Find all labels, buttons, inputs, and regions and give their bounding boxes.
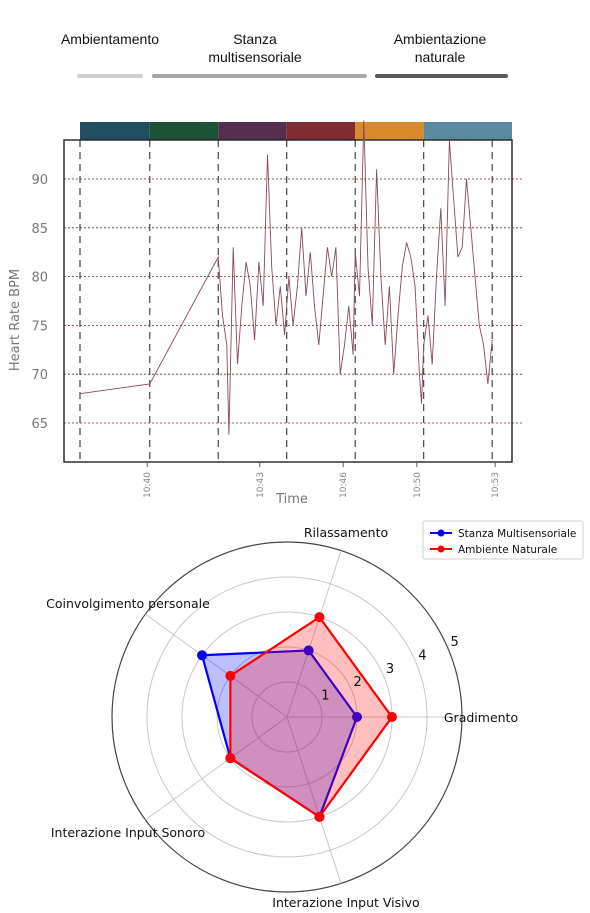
hr-x-axis-label: Time [275, 492, 308, 507]
phase-color-segment [149, 122, 219, 140]
radar-data-point [314, 811, 325, 822]
radar-series-polygon [200, 649, 359, 818]
hr-x-tick-label: 10:43 [256, 472, 266, 498]
radar-legend-marker [437, 529, 445, 537]
phase-color-segment [355, 122, 424, 140]
radar-series [197, 612, 397, 822]
radar-r-tick-label: 1 [321, 689, 329, 704]
radar-series-polygon [229, 616, 394, 818]
hr-x-ticks: 10:40 10:43 10:46 10:50 10:53 [143, 462, 501, 498]
phase-bar-naturale [375, 74, 508, 78]
hr-y-tick-label: 85 [31, 222, 48, 237]
phase-color-segment [286, 122, 356, 140]
hr-y-tick-label: 90 [31, 173, 48, 188]
radar-data-point [352, 712, 362, 722]
radar-r-tick-labels: 1 2 3 4 5 [321, 635, 459, 704]
hr-x-tick-label: 10:40 [143, 472, 153, 498]
radar-r-tick-label: 4 [418, 648, 426, 663]
hr-y-axis-label: Heart Rate BPM [8, 269, 23, 371]
plot-frame [63, 139, 513, 463]
radar-legend-label: Stanza Multisensoriale [458, 528, 576, 540]
heart-rate-chart: 65 70 75 80 85 90 10:40 10:43 10:46 10:50 10:53 H… [8, 120, 522, 507]
phase-bar-stanza [152, 74, 367, 78]
phase-color-segment [80, 122, 150, 140]
hr-x-tick-label: 10:53 [491, 472, 501, 498]
radar-chart: 1 2 3 4 5 Gradimento Rilassamento Coinvolgimen… [46, 520, 584, 910]
phase-color-segment [218, 122, 287, 140]
radar-legend-box [422, 520, 584, 560]
heart-rate-line [79, 120, 493, 435]
radar-category-label: Gradimento [444, 710, 518, 725]
radar-r-tick-label: 2 [354, 675, 362, 690]
hr-x-tick-label: 10:46 [339, 472, 349, 498]
radar-legend-label: Ambiente Naturale [458, 544, 557, 556]
radar-category-label: Interazione Input Sonoro [51, 825, 205, 840]
hr-y-ticks: 65 70 75 80 85 90 [31, 173, 48, 432]
radar-r-tick-label: 5 [451, 635, 459, 650]
radar-category-labels: Gradimento Rilassamento Coinvolgimento per… [46, 525, 518, 910]
phase-bar-ambientamento [77, 74, 143, 78]
radar-data-point [225, 753, 236, 764]
radar-grid [111, 541, 463, 893]
radar-data-point [314, 612, 325, 623]
radar-category-label: Interazione Input Visivo [272, 895, 419, 910]
hr-y-tick-label: 70 [31, 368, 48, 383]
radar-legend-marker [437, 545, 445, 553]
radar-category-label: Coinvolgimento personale [46, 596, 210, 611]
radar-spoke [286, 716, 342, 884]
phase-label-naturale: Ambientazione naturale [393, 31, 487, 65]
phase-boundary-lines [79, 140, 493, 462]
radar-data-point [303, 645, 314, 656]
hr-x-tick-label: 10:50 [413, 472, 423, 498]
radar-data-point [197, 650, 208, 661]
hr-y-tick-label: 65 [31, 417, 48, 432]
radar-data-point [225, 670, 236, 681]
phase-color-strip [80, 122, 512, 140]
radar-spoke [145, 716, 288, 821]
radar-r-tick-label: 3 [386, 662, 394, 677]
radar-data-point [387, 712, 397, 722]
hr-y-tick-label: 75 [31, 319, 48, 334]
radar-category-label: Rilassamento [304, 525, 388, 540]
radar-spoke [145, 613, 288, 718]
radar-spoke [286, 550, 342, 718]
phase-label-stanza: Stanza multisensoriale [208, 31, 302, 65]
phase-color-segment [423, 122, 512, 140]
phase-label-ambientamento: Ambientamento [60, 31, 160, 47]
radar-legend: Stanza Multisensoriale Ambiente Naturale [422, 520, 584, 560]
hr-y-tick-label: 80 [31, 271, 48, 286]
